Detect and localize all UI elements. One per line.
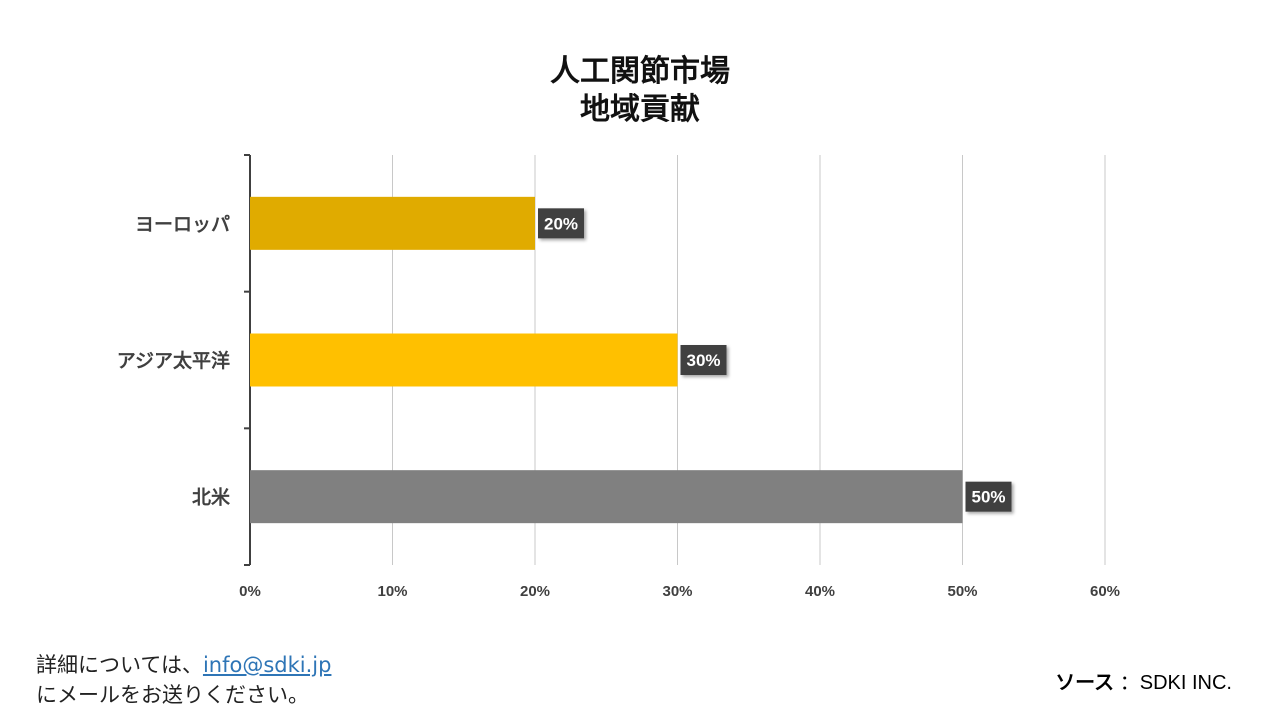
contact-email-link[interactable]: info@sdki.jp	[202, 653, 332, 677]
category-label-1: アジア太平洋	[117, 349, 230, 372]
x-tick-label-4: 40%	[805, 583, 835, 600]
data-label-box-0	[538, 208, 584, 239]
data-label-box-2	[965, 481, 1012, 512]
source-label: ソース	[1055, 672, 1115, 694]
data-label-0: 20%	[544, 214, 578, 233]
source-note: ソース ：SDKI INC.	[1055, 666, 1232, 695]
bar-chart: ヨーロッパ 20% アジア太平洋 30% 北米 50% 0% 10% 20% 30% 40% 50% 6…	[117, 154, 1120, 600]
contact-suffix: にメールをお送りください。	[36, 683, 309, 707]
chart-subtitle: 地域貢献	[580, 92, 700, 127]
data-label-box-1	[680, 345, 727, 375]
data-label-1: 30%	[686, 351, 720, 370]
x-tick-label-2: 20%	[520, 583, 550, 600]
contact-note: 詳細については、info@sdki.jp にメールをお送りください。	[36, 650, 331, 710]
bar-1	[250, 333, 678, 387]
category-label-0: ヨーロッパ	[135, 213, 230, 235]
x-tick-label-0: 0%	[239, 583, 261, 600]
contact-prefix: 詳細については、	[36, 653, 203, 677]
x-tick-label-3: 30%	[662, 583, 692, 600]
data-label-2: 50%	[971, 488, 1005, 507]
x-tick-label-5: 50%	[947, 583, 977, 600]
chart-title: 人工関節市場	[550, 54, 730, 89]
x-tick-label-6: 60%	[1090, 583, 1120, 600]
bar-2	[250, 470, 963, 524]
category-label-2: 北米	[192, 486, 231, 509]
source-value: ：SDKI INC.	[1119, 672, 1232, 694]
bar-0	[250, 196, 535, 250]
x-tick-label-1: 10%	[377, 583, 407, 600]
